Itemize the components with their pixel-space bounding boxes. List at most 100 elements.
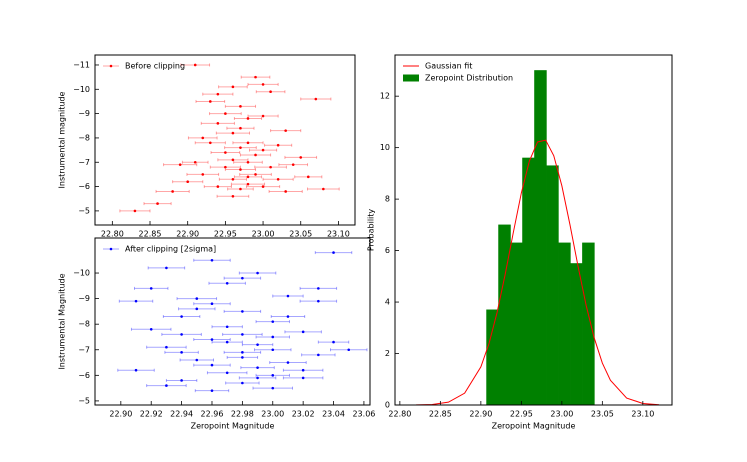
point — [186, 180, 189, 184]
point — [134, 368, 138, 372]
point — [231, 177, 235, 181]
y-tick-label: −9 — [78, 109, 90, 118]
point — [156, 202, 159, 205]
point — [241, 381, 244, 385]
axes-frame — [94, 54, 356, 226]
legend-label: Gaussian fit — [425, 62, 472, 71]
point — [256, 366, 259, 369]
point — [246, 160, 250, 164]
point — [231, 85, 235, 89]
point — [231, 158, 235, 162]
y-axis-label: Probability — [367, 209, 376, 252]
point — [195, 307, 199, 311]
y-tick-label: −8 — [78, 320, 90, 329]
point — [246, 141, 250, 145]
point — [332, 340, 335, 344]
point — [301, 368, 305, 372]
point — [271, 374, 275, 377]
y-tick-label: −7 — [78, 345, 90, 354]
x-tick-label: 22.85 — [139, 230, 162, 239]
hist-bar — [534, 70, 547, 406]
hist-bar — [510, 242, 523, 406]
y-tick-label: 10 — [380, 143, 390, 152]
point — [239, 187, 242, 191]
point — [165, 345, 168, 349]
x-tick-label: 22.92 — [140, 410, 163, 419]
y-axis-label: Instrumental Magnitude — [58, 273, 67, 369]
legend-label: Zeropoint Distribution — [425, 74, 513, 83]
point — [332, 251, 335, 254]
point — [246, 182, 250, 186]
point — [261, 114, 265, 118]
point — [216, 122, 220, 125]
y-tick-label: −5 — [78, 206, 90, 215]
point — [256, 376, 259, 380]
y-tick-label: −7 — [78, 158, 90, 167]
y-tick-label: −11 — [73, 60, 90, 69]
point — [216, 92, 220, 96]
point — [269, 90, 272, 94]
point — [210, 363, 214, 367]
point — [180, 379, 183, 382]
legend-swatch — [403, 74, 419, 82]
point — [246, 175, 250, 179]
point — [301, 376, 305, 380]
y-tick-label: −8 — [78, 133, 90, 142]
y-tick-label: −10 — [73, 269, 90, 278]
y-tick-label: −6 — [78, 182, 90, 191]
x-axis-label: Zeropoint Magnitude — [492, 422, 576, 431]
y-tick-label: 8 — [385, 195, 390, 204]
point — [178, 163, 182, 166]
axes-frame — [94, 237, 371, 406]
point — [317, 287, 320, 290]
point — [210, 389, 214, 392]
point — [149, 328, 153, 331]
point — [271, 320, 275, 323]
point — [241, 310, 244, 313]
hist-bar — [522, 157, 535, 406]
point — [180, 333, 183, 336]
hist-bar — [546, 165, 559, 406]
point — [322, 187, 325, 191]
point — [201, 173, 205, 176]
y-tick-label: 6 — [385, 246, 390, 255]
point — [317, 299, 320, 303]
point — [180, 315, 183, 318]
x-tick-label: 23.10 — [327, 230, 350, 239]
point — [299, 156, 303, 159]
point — [291, 163, 295, 166]
hist-bar — [498, 224, 511, 406]
legend-swatch — [109, 247, 113, 251]
axes-frame — [394, 54, 673, 406]
point — [149, 287, 153, 290]
point — [239, 126, 242, 130]
point — [276, 143, 280, 147]
x-tick-label: 22.96 — [201, 410, 224, 419]
point — [224, 165, 227, 169]
hist-bar — [582, 242, 595, 406]
point — [286, 315, 290, 318]
point — [225, 371, 229, 375]
point — [133, 209, 137, 213]
x-tick-label: 22.80 — [101, 230, 124, 239]
point — [195, 297, 199, 300]
point — [347, 348, 351, 352]
legend-label: Before clipping — [125, 62, 185, 71]
point — [225, 281, 229, 285]
point — [271, 335, 275, 339]
y-tick-label: −10 — [73, 85, 90, 94]
point — [254, 75, 257, 79]
point — [246, 117, 250, 120]
x-tick-label: 22.90 — [469, 410, 492, 419]
x-tick-label: 23.04 — [322, 410, 345, 419]
x-tick-label: 22.85 — [429, 410, 452, 419]
point — [284, 190, 287, 193]
point — [209, 141, 212, 145]
point — [216, 185, 220, 188]
point — [306, 175, 310, 179]
point — [224, 151, 227, 154]
hist-bar — [570, 263, 583, 406]
fit-line — [399, 139, 660, 406]
x-tick-label: 22.94 — [170, 410, 193, 419]
